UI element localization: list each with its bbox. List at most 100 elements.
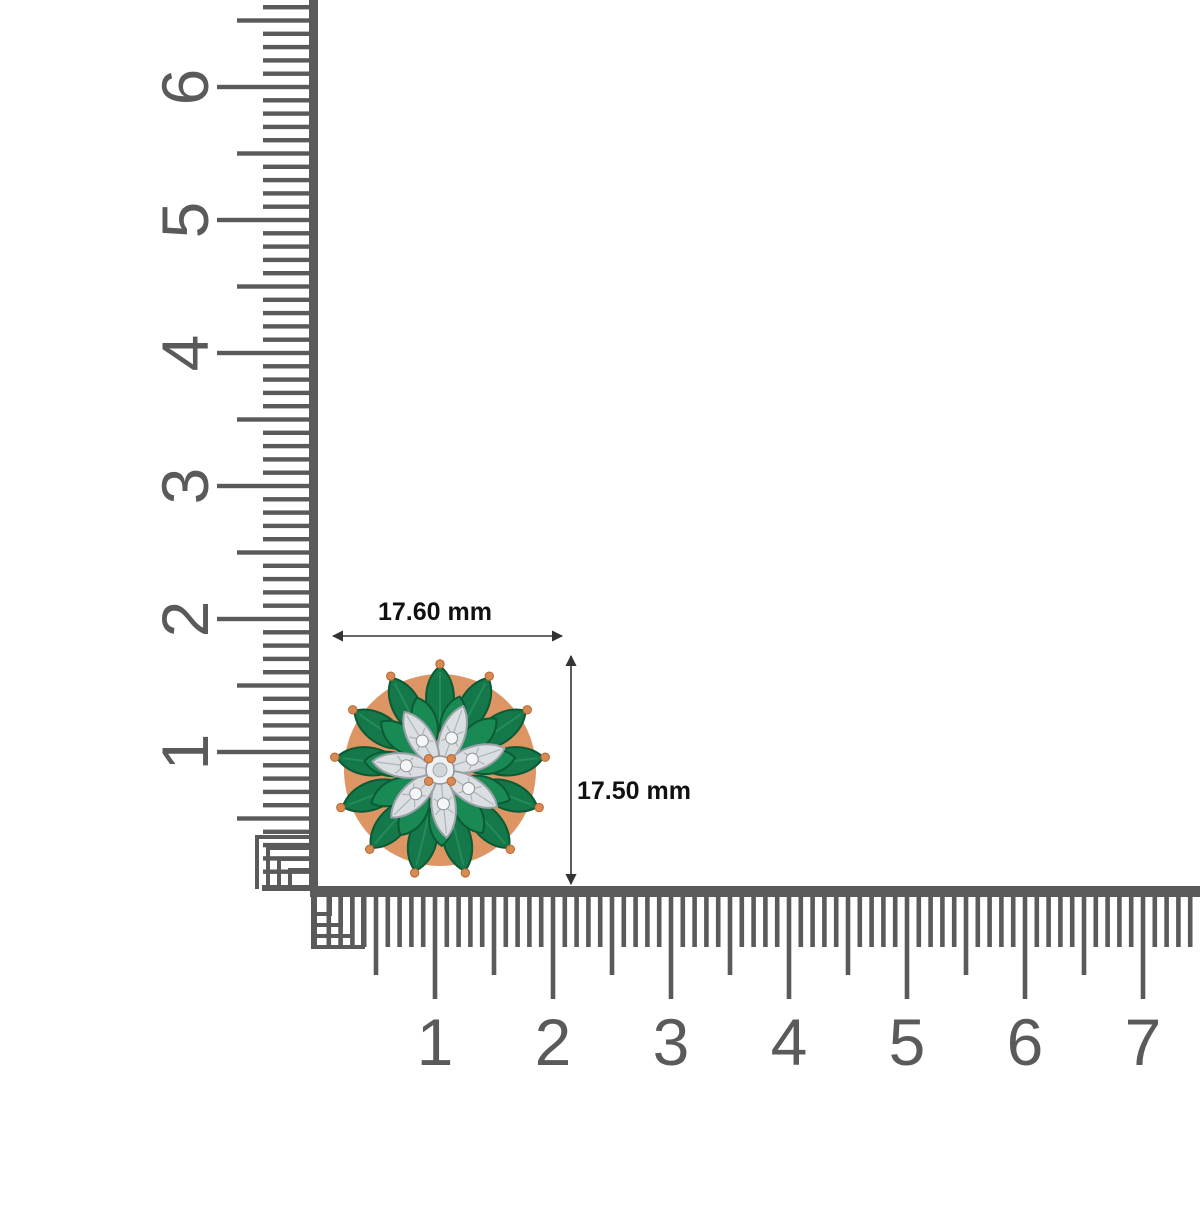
horizontal-ruler-number: 2 (535, 1005, 572, 1079)
horizontal-ruler-zero-mark (313, 897, 365, 949)
gold-prong (540, 752, 550, 762)
vertical-ruler-tick (237, 18, 309, 23)
vertical-ruler-tick (263, 630, 309, 635)
vertical-ruler-tick (263, 404, 309, 409)
horizontal-ruler-number: 1 (417, 1005, 454, 1079)
vertical-ruler-tick (263, 590, 309, 595)
horizontal-ruler-tick (586, 897, 591, 947)
horizontal-ruler-tick (645, 897, 650, 947)
horizontal-ruler-number: 4 (771, 1005, 808, 1079)
vertical-ruler-tick (263, 191, 309, 196)
gold-prong (446, 753, 457, 764)
horizontal-ruler-tick (1140, 897, 1146, 999)
vertical-ruler-tick (263, 643, 309, 648)
gold-prong (460, 868, 471, 878)
horizontal-ruler-tick (940, 897, 945, 947)
horizontal-ruler-spine (310, 886, 1200, 897)
horizontal-ruler-tick (1187, 897, 1193, 947)
horizontal-ruler-number: 3 (653, 1005, 690, 1079)
horizontal-ruler-tick (527, 897, 532, 947)
horizontal-ruler-tick (373, 897, 379, 975)
diamond-petal (371, 752, 438, 779)
horizontal-ruler-tick (727, 897, 733, 975)
vertical-ruler-tick (263, 364, 309, 369)
horizontal-ruler-tick (1034, 897, 1040, 947)
center-diamond-facet (432, 762, 448, 778)
horizontal-ruler-tick (562, 897, 568, 947)
horizontal-ruler-tick (491, 897, 497, 975)
vertical-ruler-tick (263, 390, 309, 396)
vertical-ruler-tick (263, 111, 309, 116)
vertical-ruler-tick (263, 271, 309, 276)
gold-prong (348, 705, 358, 715)
horizontal-ruler-tick (833, 897, 839, 947)
horizontal-ruler-tick (397, 897, 402, 947)
vertical-ruler-tick (263, 138, 309, 143)
horizontal-ruler-tick (420, 897, 426, 947)
vertical-ruler-base (262, 885, 318, 891)
vertical-ruler-tick (263, 523, 309, 529)
vertical-ruler-tick (263, 44, 309, 50)
vertical-ruler-tick (263, 789, 309, 795)
horizontal-ruler-tick (857, 897, 863, 947)
vertical-ruler-tick (263, 576, 309, 582)
gold-prong (446, 776, 457, 787)
horizontal-ruler-base (311, 893, 317, 949)
vertical-ruler-tick (263, 829, 309, 834)
vertical-ruler-tick (263, 443, 309, 449)
horizontal-ruler-tick (1117, 897, 1122, 947)
vertical-ruler-tick (237, 550, 309, 555)
horizontal-ruler-tick (999, 897, 1004, 947)
vertical-ruler-number: 4 (148, 335, 222, 372)
horizontal-ruler-tick (881, 897, 886, 947)
horizontal-ruler-tick (1164, 897, 1169, 947)
gold-prong (386, 671, 396, 681)
horizontal-ruler-tick (715, 897, 721, 947)
vertical-ruler-tick (263, 869, 309, 874)
vertical-ruler-tick (237, 284, 309, 289)
vertical-ruler-number: 6 (148, 69, 222, 106)
horizontal-ruler-tick (928, 897, 933, 947)
horizontal-ruler-tick (1176, 897, 1181, 947)
vertical-ruler-tick (263, 696, 309, 701)
vertical-ruler-tick (263, 537, 309, 542)
horizontal-ruler-tick (468, 897, 473, 947)
horizontal-ruler-tick (1081, 897, 1087, 975)
horizontal-ruler-number: 6 (1007, 1005, 1044, 1079)
vertical-ruler-tick (263, 709, 309, 715)
vertical-ruler-tick (263, 457, 309, 462)
vertical-ruler-tick (263, 310, 309, 316)
horizontal-ruler-tick (1093, 897, 1099, 947)
vertical-ruler: 1 2 3 4 5 6 (148, 0, 318, 891)
diamond-petal (402, 710, 441, 768)
diamond-petal (436, 704, 468, 768)
horizontal-ruler-tick (326, 897, 332, 947)
vertical-ruler-tick (263, 71, 309, 76)
vertical-ruler-tick (217, 749, 309, 755)
gold-prong (423, 776, 434, 787)
horizontal-ruler-tick (609, 897, 615, 975)
vertical-ruler-tick (263, 231, 309, 236)
gold-prong (330, 752, 340, 762)
vertical-ruler-zero-mark (255, 835, 309, 889)
horizontal-ruler-tick (892, 897, 898, 947)
horizontal-ruler-tick (810, 897, 815, 947)
horizontal-ruler-tick (1069, 897, 1075, 947)
height-dimension-label: 17.50 mm (577, 777, 691, 805)
vertical-ruler-tick (263, 204, 309, 209)
horizontal-ruler-tick (1022, 897, 1028, 999)
vertical-ruler-tick (263, 177, 309, 183)
vertical-ruler-tick (237, 417, 309, 422)
vertical-ruler-tick (263, 763, 309, 768)
vertical-ruler-tick (237, 683, 309, 688)
vertical-ruler-tick (263, 98, 309, 103)
horizontal-ruler-zero-mark (313, 897, 354, 938)
earring-icon (330, 659, 550, 878)
horizontal-ruler-tick (456, 897, 461, 947)
gold-prong (423, 753, 434, 764)
vertical-ruler-tick (263, 670, 309, 675)
horizontal-ruler-tick (656, 897, 662, 947)
vertical-ruler-tick (217, 217, 309, 223)
horizontal-ruler-tick (822, 897, 827, 947)
